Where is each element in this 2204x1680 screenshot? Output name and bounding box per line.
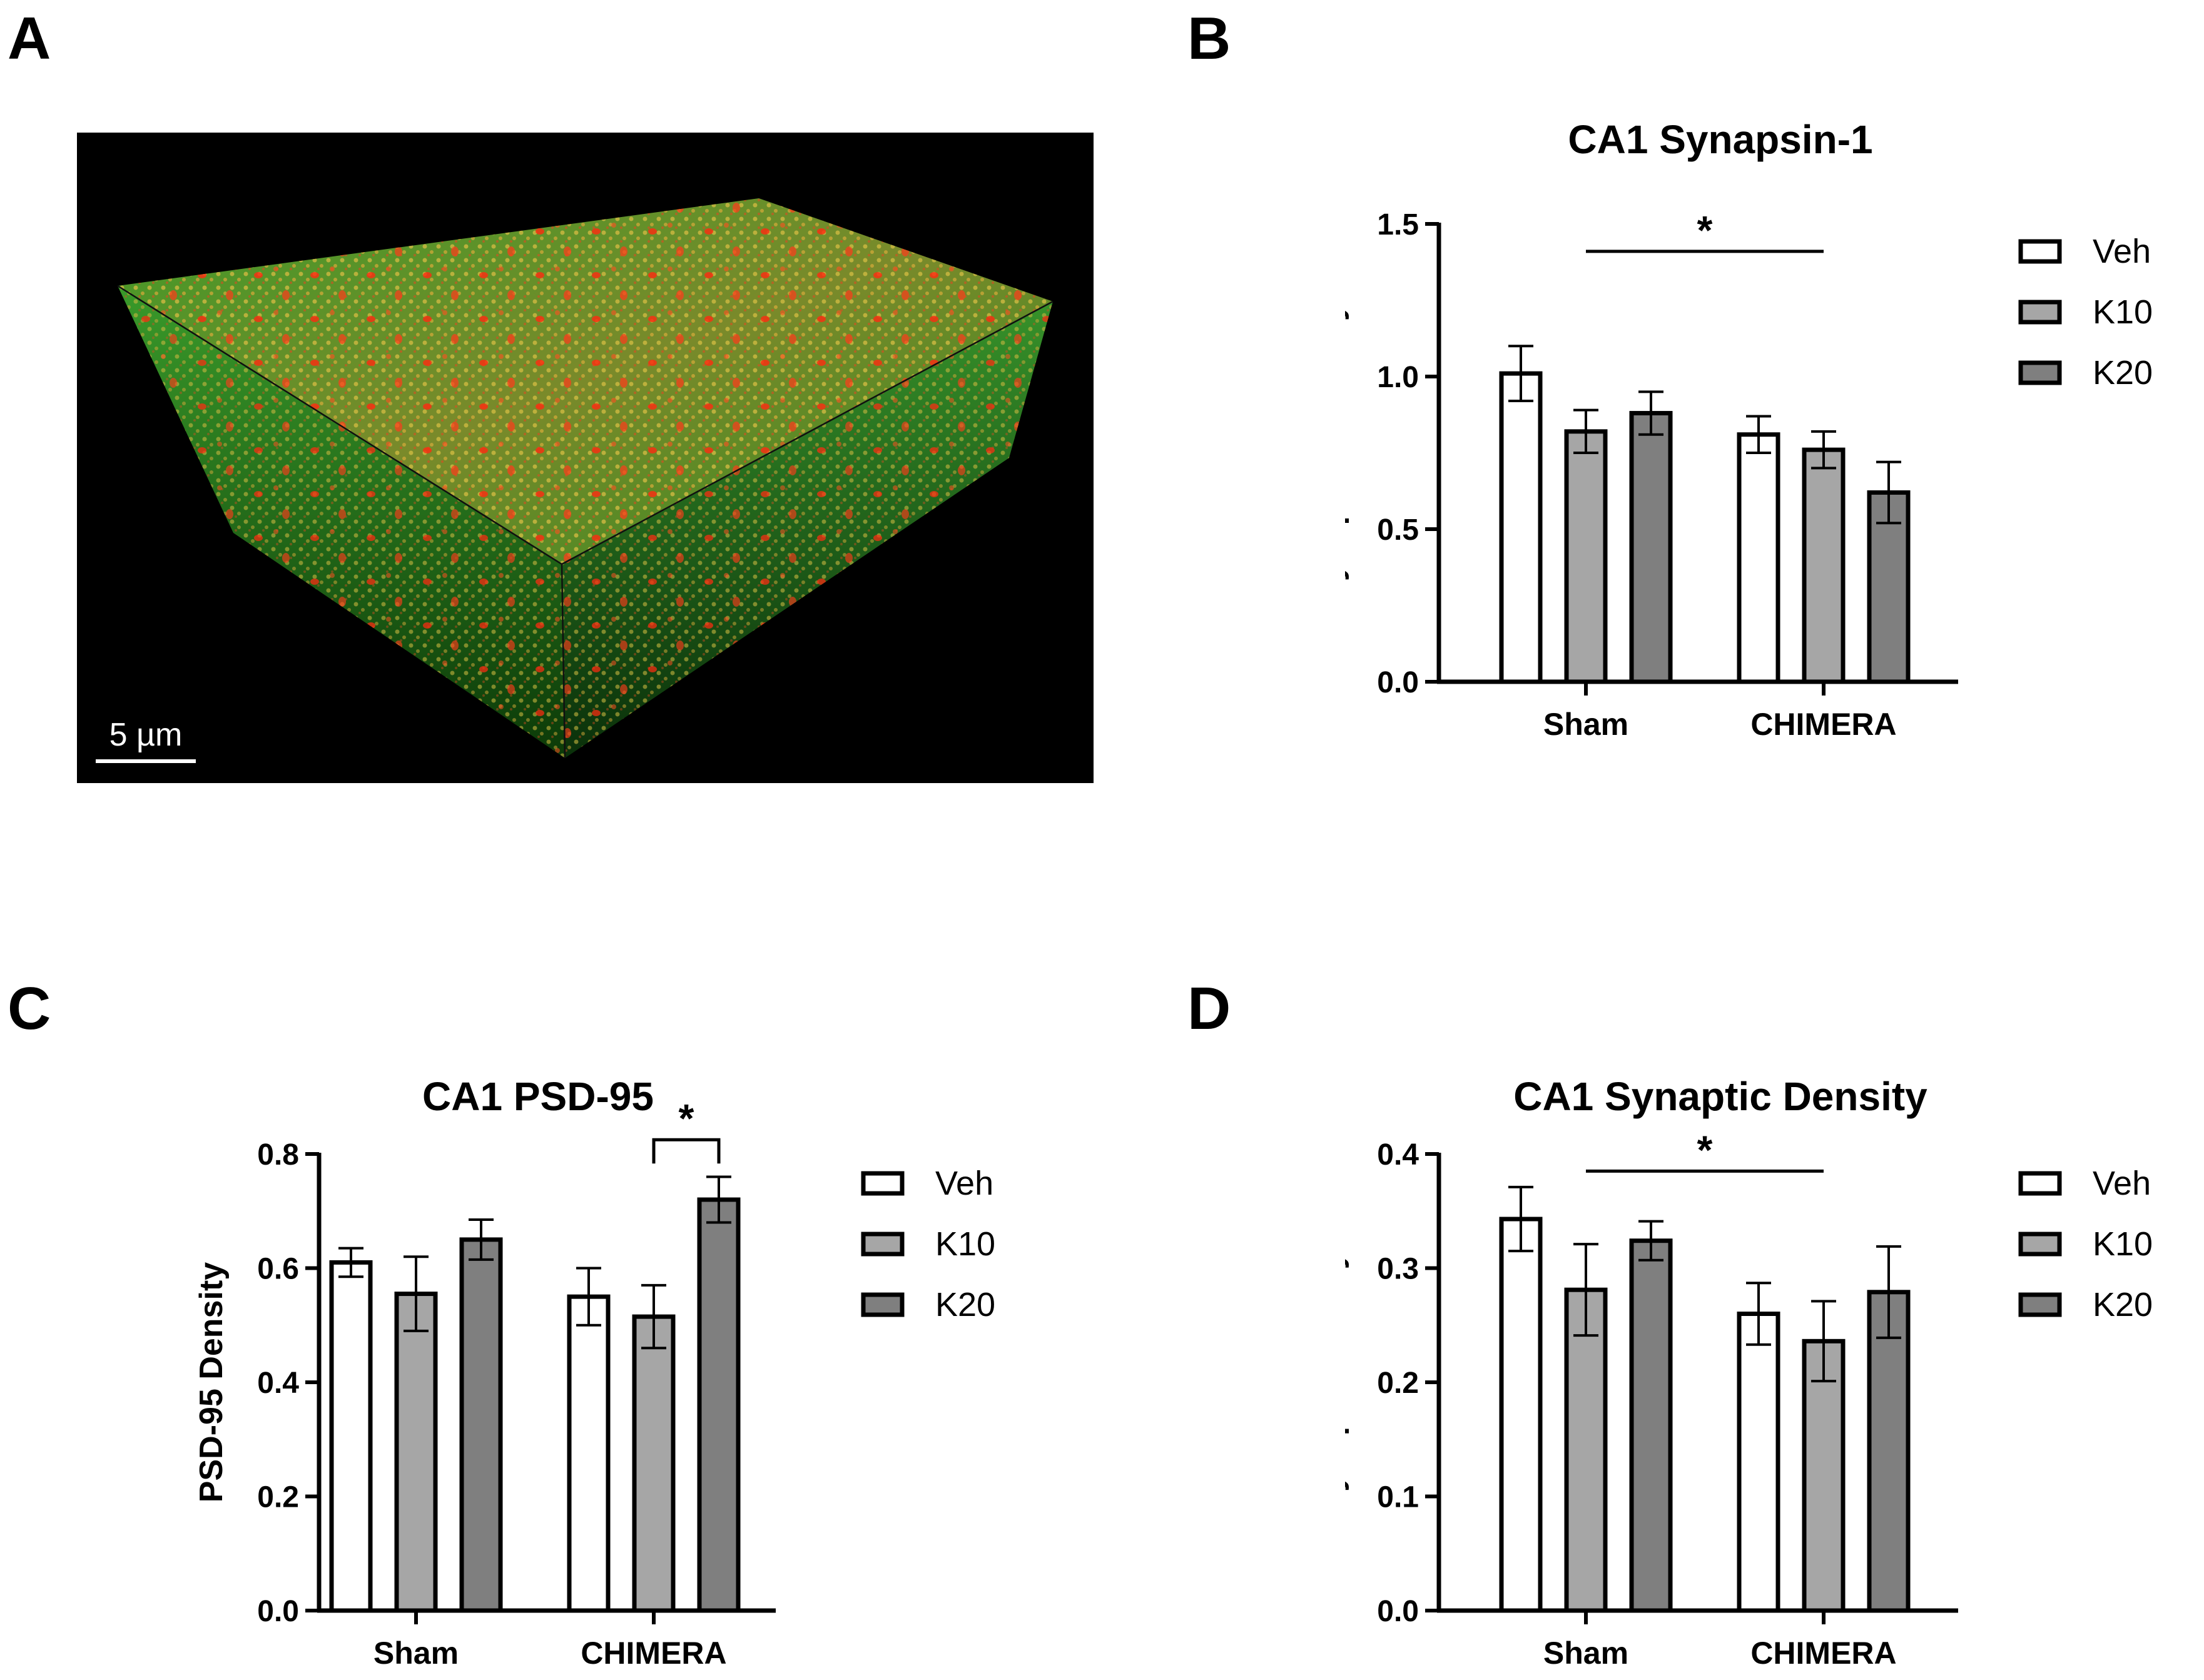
scale-bar-label: 5 µm [109, 717, 183, 753]
y-tick-label: 0.0 [1377, 666, 1419, 699]
bar-k20-sham [1629, 1238, 1673, 1613]
panel-letter-b: B [1187, 5, 1231, 72]
chart-psd95: CA1 PSD-95 PSD-95 Density 0.0 0.2 0.4 0.6 0.8 S… [193, 1074, 995, 1671]
bar-veh-sham [1499, 371, 1543, 684]
y-axis-label: PSD-95 Density [193, 1262, 230, 1502]
x-tick-label: CHIMERA [1750, 1636, 1896, 1671]
y-tick-label: 0.3 [1377, 1253, 1419, 1286]
x-tick-label: Sham [1543, 1636, 1628, 1671]
legend-label-k20: K20 [935, 1286, 995, 1323]
chart-synapsin: CA1 Synapsin-1 Synapsin-1 Density 0.0 0.5 1.… [1345, 119, 2153, 742]
legend-swatch-k10 [861, 1232, 905, 1257]
legend-label-k10: K10 [2093, 293, 2153, 331]
y-tick-label: 0.2 [257, 1481, 299, 1514]
bar-veh-chimera [567, 1294, 611, 1613]
y-tick-label: 0.0 [257, 1595, 299, 1628]
bar-veh-chimera [1737, 432, 1780, 684]
y-axis-label: Synapsin-1 Density [1345, 303, 1349, 603]
bar-k10-sham [394, 1292, 438, 1613]
legend-swatch-k20 [2018, 1292, 2062, 1317]
legend-swatch-veh [861, 1171, 905, 1196]
x-tick-label: CHIMERA [581, 1636, 726, 1671]
bar-k20-sham [459, 1237, 503, 1613]
chart-title: CA1 PSD-95 [422, 1074, 654, 1119]
bar-veh-sham [329, 1260, 373, 1613]
bar-k20-chimera [1867, 1290, 1911, 1613]
significance-star: * [679, 1096, 694, 1141]
bar-k10-chimera [632, 1314, 676, 1613]
legend-swatch-veh [2018, 1171, 2062, 1196]
significance-bracket [652, 1138, 721, 1164]
legend-label-k20: K20 [2093, 354, 2153, 392]
x-tick-label: Sham [373, 1636, 459, 1671]
panel-letter-c: C [8, 975, 51, 1042]
legend-swatch-k10 [2018, 1232, 2062, 1257]
y-tick-label: 1.5 [1377, 208, 1419, 241]
x-tick-label: Sham [1543, 707, 1628, 742]
bar-veh-sham [1499, 1217, 1543, 1613]
y-tick-label: 1.0 [1377, 361, 1419, 394]
x-tick-label: CHIMERA [1750, 707, 1896, 742]
y-tick-label: 0.8 [257, 1138, 299, 1171]
panel-letter-a: A [8, 5, 51, 72]
bar-k20-chimera [697, 1197, 741, 1613]
chart-title: CA1 Synapsin-1 [1568, 119, 1872, 162]
legend-label-k10: K10 [935, 1225, 995, 1263]
microscopy-image: 5 µm [77, 133, 1094, 783]
legend-swatch-k20 [861, 1292, 905, 1317]
legend-swatch-k20 [2018, 360, 2062, 385]
legend-swatch-k10 [2018, 300, 2062, 325]
chart-title: CA1 Synaptic Density [1513, 1074, 1927, 1119]
legend-label-veh: Veh [2093, 1165, 2151, 1202]
y-tick-label: 0.0 [1377, 1595, 1419, 1628]
y-tick-label: 0.1 [1377, 1481, 1419, 1514]
y-tick-label: 0.5 [1377, 514, 1419, 547]
y-tick-label: 0.4 [257, 1367, 299, 1400]
y-tick-label: 0.6 [257, 1253, 299, 1286]
panel-letter-d: D [1187, 975, 1231, 1042]
legend-label-k10: K10 [2093, 1225, 2153, 1263]
bar-k10-sham [1564, 1287, 1608, 1613]
y-axis-label: Synaptic Density [1345, 1251, 1349, 1513]
legend-label-veh: Veh [2093, 233, 2151, 270]
chart-synaptic-density: CA1 Synaptic Density Synaptic Density 0.0 0… [1345, 1074, 2153, 1671]
legend-label-veh: Veh [935, 1165, 993, 1202]
y-tick-label: 0.4 [1377, 1138, 1419, 1171]
significance-star: * [1697, 208, 1713, 253]
bar-k10-sham [1564, 429, 1608, 684]
legend-label-k20: K20 [2093, 1286, 2153, 1323]
significance-star: * [1697, 1127, 1713, 1172]
bar-k20-sham [1629, 411, 1673, 684]
bar-veh-chimera [1737, 1312, 1780, 1613]
legend-swatch-veh [2018, 239, 2062, 264]
bar-k10-chimera [1802, 447, 1846, 684]
y-tick-label: 0.2 [1377, 1367, 1419, 1400]
